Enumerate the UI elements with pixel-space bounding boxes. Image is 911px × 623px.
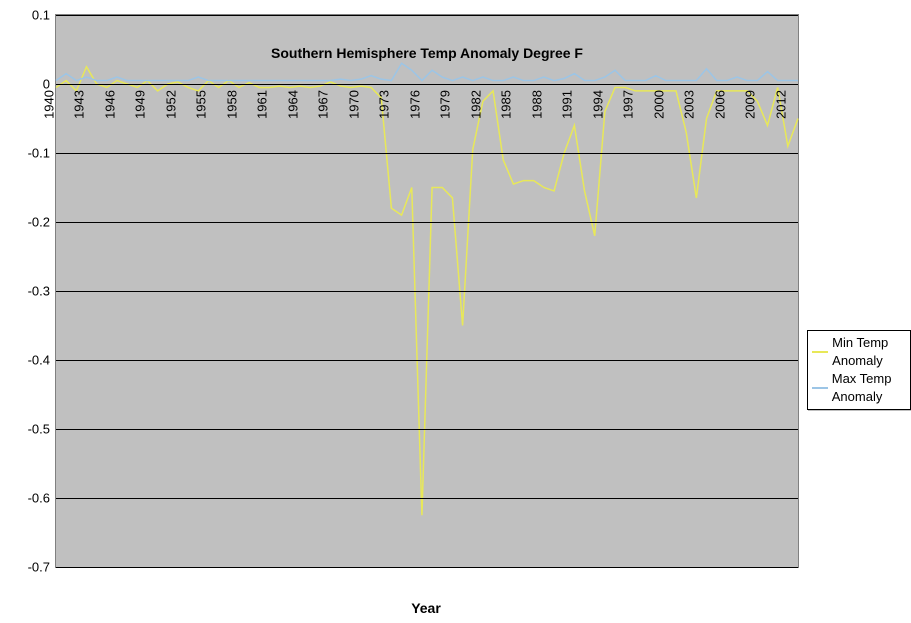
x-tick-label: 1958 <box>224 90 239 119</box>
x-tick-label: 1967 <box>316 90 331 119</box>
y-tick-label: -0.5 <box>28 422 50 437</box>
y-gridline <box>56 498 798 499</box>
x-tick-label: 1946 <box>103 90 118 119</box>
x-tick-label: 2000 <box>651 90 666 119</box>
y-tick-label: -0.4 <box>28 353 50 368</box>
x-tick-label: 1979 <box>438 90 453 119</box>
y-gridline <box>56 15 798 16</box>
y-tick-label: 0.1 <box>32 8 50 23</box>
y-tick-label: -0.3 <box>28 284 50 299</box>
series-line <box>56 63 798 80</box>
y-gridline <box>56 153 798 154</box>
x-tick-label: 1994 <box>590 90 605 119</box>
x-tick-label: 1943 <box>72 90 87 119</box>
x-tick-label: 1985 <box>499 90 514 119</box>
legend-label: Min Temp Anomaly <box>832 334 906 370</box>
x-tick-label: 1949 <box>133 90 148 119</box>
x-tick-label: 2006 <box>712 90 727 119</box>
y-gridline <box>56 291 798 292</box>
y-tick-label: -0.7 <box>28 560 50 575</box>
legend-item: Max Temp Anomaly <box>812 370 906 406</box>
x-tick-label: 2012 <box>773 90 788 119</box>
legend: Min Temp AnomalyMax Temp Anomaly <box>807 330 911 410</box>
x-tick-label: 1952 <box>164 90 179 119</box>
x-tick-label: 1976 <box>407 90 422 119</box>
y-gridline <box>56 567 798 568</box>
x-tick-label: 1955 <box>194 90 209 119</box>
y-tick-label: -0.1 <box>28 146 50 161</box>
y-tick-label: -0.6 <box>28 491 50 506</box>
x-tick-label: 1940 <box>42 90 57 119</box>
x-tick-label: 1964 <box>285 90 300 119</box>
y-tick-label: -0.2 <box>28 215 50 230</box>
legend-item: Min Temp Anomaly <box>812 334 906 370</box>
plot-area: Southern Hemisphere Temp Anomaly Degree … <box>55 14 799 568</box>
y-gridline <box>56 360 798 361</box>
legend-label: Max Temp Anomaly <box>832 370 906 406</box>
y-gridline <box>56 222 798 223</box>
chart-container: Southern Hemisphere Temp Anomaly Degree … <box>0 0 911 623</box>
x-tick-label: 2009 <box>743 90 758 119</box>
x-tick-label: 1973 <box>377 90 392 119</box>
legend-swatch <box>812 387 828 389</box>
x-tick-label: 1970 <box>346 90 361 119</box>
x-tick-label: 1982 <box>468 90 483 119</box>
y-gridline <box>56 429 798 430</box>
x-tick-label: 2003 <box>682 90 697 119</box>
x-tick-label: 1991 <box>560 90 575 119</box>
x-tick-label: 1988 <box>529 90 544 119</box>
y-gridline <box>56 84 798 85</box>
x-tick-label: 1961 <box>255 90 270 119</box>
legend-swatch <box>812 351 828 353</box>
x-axis-label: Year <box>55 600 797 616</box>
y-tick-label: 0 <box>43 77 50 92</box>
x-tick-label: 1997 <box>621 90 636 119</box>
